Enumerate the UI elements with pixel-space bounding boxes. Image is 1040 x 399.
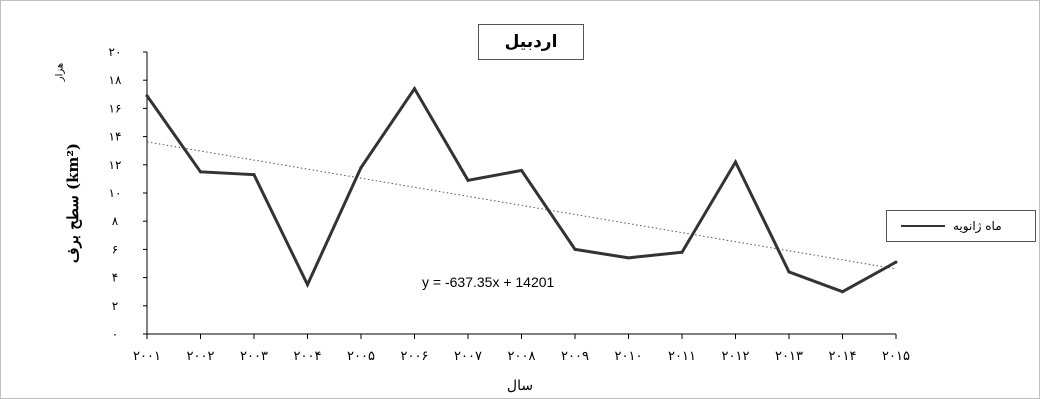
data-point: [573, 247, 577, 251]
x-tick-label: ٢٠٠۴: [294, 349, 322, 364]
x-tick-label: ٢٠٠٣: [240, 349, 268, 364]
data-point: [413, 87, 416, 91]
y-tick-label: ٨: [112, 214, 119, 228]
x-tick-label: ٢٠١٠: [615, 349, 643, 364]
trendline: [146, 141, 897, 270]
data-point: [359, 166, 363, 170]
trendline-equation: y = -637.35x + 14201: [422, 274, 555, 290]
x-tick-label: ٢٠٠۵: [347, 349, 375, 364]
data-point: [627, 256, 630, 260]
y-tick-label: ٢: [112, 299, 118, 313]
y-axis-label: سطح برف (km²): [64, 142, 82, 264]
legend: ماه ژانويه: [886, 210, 1036, 242]
y-tick-label: ٢٠: [109, 45, 122, 59]
y-tick-label: ١٢: [109, 158, 122, 172]
y-tick-label: ١٠: [109, 186, 122, 200]
data-point: [680, 250, 684, 254]
y-tick-label: ١۴: [109, 130, 122, 144]
data-point: [466, 178, 470, 182]
data-point: [787, 270, 791, 274]
x-tick-label: ٢٠٠۶: [401, 349, 429, 364]
chart-title: اردبيل: [478, 24, 584, 60]
x-axis-label: سال: [506, 378, 534, 394]
x-tick-label: ٢٠٠١: [133, 349, 161, 364]
data-point: [306, 283, 309, 287]
x-tick-label: ٢٠١١: [668, 349, 696, 364]
x-tick-label: ٢٠١۴: [829, 349, 857, 364]
data-point: [145, 94, 149, 98]
x-tick-label: ٢٠١٣: [775, 349, 803, 364]
y-axis-unit: هزار: [54, 62, 66, 82]
series-line: [145, 85, 897, 294]
x-tick-label: ٢٠٠٢: [187, 349, 215, 364]
y-tick-label: ٠: [112, 327, 118, 341]
data-point: [199, 170, 202, 174]
data-point: [841, 290, 844, 294]
x-tick-label: ٢٠٠٨: [508, 349, 536, 364]
y-tick-label: ۶: [112, 242, 118, 256]
x-tick-label: ٢٠١۵: [882, 349, 910, 364]
data-point: [734, 160, 737, 164]
data-point: [252, 173, 256, 177]
x-tick-label: ٢٠٠٩: [561, 349, 589, 364]
y-tick-label: ١٨: [109, 73, 122, 87]
legend-line-swatch: [901, 225, 945, 227]
data-point: [520, 168, 523, 172]
y-tick-label: ۴: [112, 271, 118, 285]
y-tick-label: ١۶: [109, 101, 122, 115]
x-tick-label: ٢٠٠٧: [454, 349, 482, 364]
data-point: [894, 260, 898, 264]
x-tick-label: ٢٠١٢: [722, 349, 750, 364]
legend-entry-label: ماه ژانويه: [953, 219, 1002, 233]
